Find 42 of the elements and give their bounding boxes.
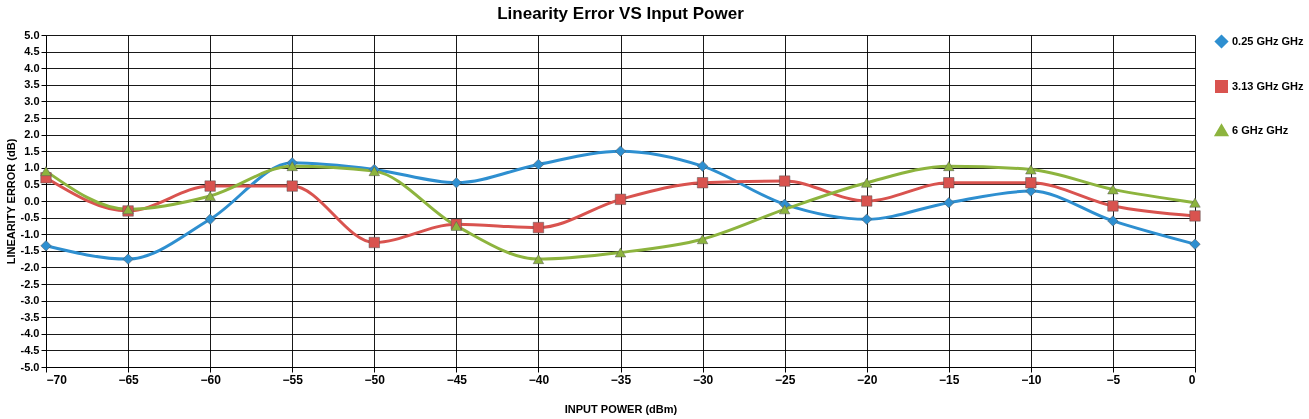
y-tick-label: 1.5 xyxy=(24,144,40,157)
y-tick-label: 4.0 xyxy=(24,61,40,74)
y-tick-label: 3.0 xyxy=(24,94,40,107)
x-tick-label: −15 xyxy=(939,372,960,387)
y-tick-label: 1.0 xyxy=(24,161,40,174)
y-tick-label: -1.5 xyxy=(20,244,40,257)
y-tick-label: 2.0 xyxy=(24,128,40,141)
legend-label: 3.13 GHz GHz xyxy=(1232,79,1305,92)
y-tick-label: -4.0 xyxy=(20,327,40,340)
y-tick-label: -2.5 xyxy=(20,277,40,290)
y-tick-label: -5.0 xyxy=(20,360,40,373)
y-tick-label: 0.0 xyxy=(24,194,40,207)
x-axis-title: INPUT POWER (dBm) xyxy=(564,402,678,415)
x-tick-label: 0 xyxy=(1188,372,1196,387)
x-tick-label: −40 xyxy=(528,372,550,387)
x-tick-label: −5 xyxy=(1106,372,1121,387)
y-tick-label: -2.0 xyxy=(20,260,40,273)
y-tick-label: -4.5 xyxy=(20,343,40,356)
x-tick-label: −20 xyxy=(857,372,878,387)
chart-title: Linearity Error VS Input Power xyxy=(497,4,745,23)
x-tick-label: −30 xyxy=(692,372,714,387)
x-tick-label: −70 xyxy=(46,372,68,387)
x-tick-label: −25 xyxy=(774,372,796,387)
x-tick-label: −50 xyxy=(364,372,386,387)
y-tick-label: -3.5 xyxy=(20,310,40,323)
legend-label: 6 GHz GHz xyxy=(1232,123,1289,136)
y-tick-label: 3.5 xyxy=(24,78,40,91)
y-tick-label: 0.5 xyxy=(24,177,40,190)
y-tick-label: -1.0 xyxy=(20,227,40,240)
y-tick-label: -0.5 xyxy=(20,211,40,224)
x-tick-label: −10 xyxy=(1021,372,1042,387)
y-axis-title: LINEARITY ERROR (dB) xyxy=(4,138,17,265)
y-tick-label: -3.0 xyxy=(20,294,40,307)
x-tick-label: −65 xyxy=(118,372,140,387)
x-tick-label: −45 xyxy=(446,372,468,387)
x-tick-label: −35 xyxy=(610,372,632,387)
legend-label: 0.25 GHz GHz xyxy=(1232,34,1305,47)
y-tick-label: 4.5 xyxy=(24,45,40,58)
x-tick-label: −60 xyxy=(200,372,222,387)
y-tick-label: 5.0 xyxy=(24,28,40,41)
x-tick-label: −55 xyxy=(282,372,304,387)
y-tick-label: 2.5 xyxy=(24,111,40,124)
